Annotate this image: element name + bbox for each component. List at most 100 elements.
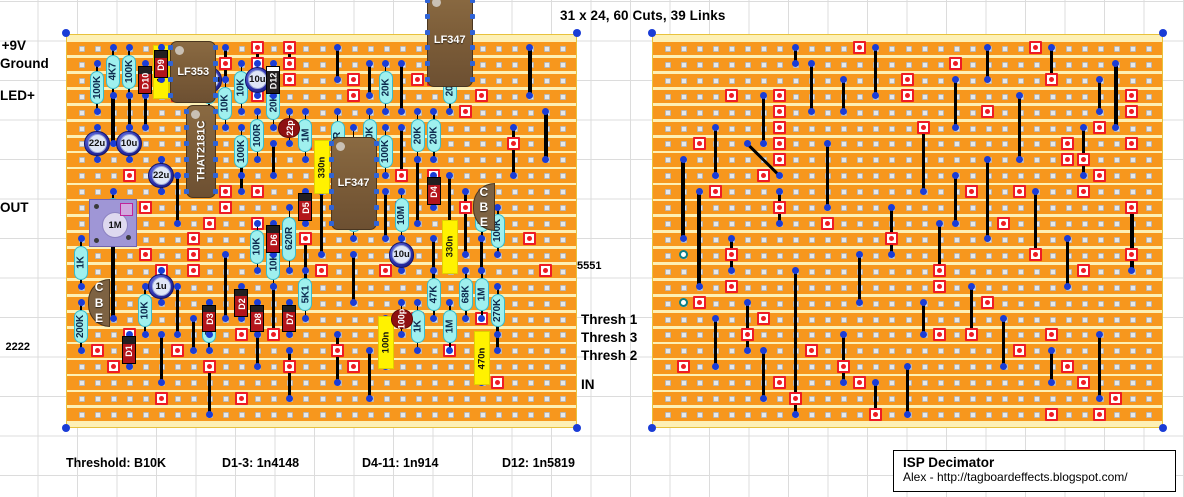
edge-label: Thresh 2	[581, 348, 638, 363]
resistor: 20K	[410, 118, 425, 153]
strip-hole	[479, 157, 486, 164]
cut-marker	[539, 264, 553, 278]
strip-hole	[239, 221, 246, 228]
ic-pin	[373, 172, 379, 178]
board-terminal-node	[62, 29, 70, 37]
strip-hole	[889, 364, 896, 371]
footer-note: D4-11: 1n914	[362, 456, 439, 470]
strip-hole	[825, 109, 832, 116]
strip-hole	[1129, 189, 1136, 196]
strip-hole	[271, 364, 278, 371]
strip-hole	[761, 61, 768, 68]
cut-marker	[475, 89, 489, 103]
strip-hole	[1001, 189, 1008, 196]
strip-hole	[697, 380, 704, 387]
cut-dot	[415, 77, 421, 83]
strip-hole	[351, 109, 358, 116]
strip-hole	[665, 125, 672, 132]
cut-dot	[1081, 379, 1087, 385]
strip-hole	[287, 173, 294, 180]
edge-label: +9V	[1, 38, 26, 53]
cut-marker	[692, 136, 706, 150]
strip-hole	[1049, 173, 1056, 180]
strip-hole	[79, 45, 86, 52]
diode: D4	[426, 177, 441, 206]
strip-hole	[95, 380, 102, 387]
cut-dot	[776, 125, 782, 131]
link-wire	[761, 350, 765, 399]
link-wire	[921, 127, 926, 192]
cut-marker	[1093, 407, 1107, 421]
cut-dot	[1049, 77, 1055, 83]
resistor: 1M	[474, 277, 489, 312]
strip-hole	[969, 141, 976, 148]
cut-dot	[1065, 156, 1071, 162]
strip-hole	[1001, 157, 1008, 164]
solder-node	[253, 60, 261, 68]
transistor-pin-b: B	[479, 200, 489, 215]
cut-marker	[1125, 136, 1139, 150]
strip-hole	[905, 332, 912, 339]
strip-hole	[1065, 221, 1072, 228]
cut-dot	[776, 140, 782, 146]
strip-hole	[1145, 300, 1152, 307]
link-wire	[873, 47, 878, 96]
cut-dot	[1033, 252, 1039, 258]
strip-hole	[1033, 173, 1040, 180]
cut-dot	[905, 93, 910, 99]
link-node	[871, 378, 879, 386]
strip-hole	[527, 396, 534, 403]
film-capacitor: 100n	[377, 315, 394, 370]
strip-hole	[335, 268, 342, 275]
link-node	[1112, 124, 1120, 132]
strip-hole	[1129, 125, 1136, 132]
strip-hole	[969, 77, 976, 84]
link-node	[807, 60, 815, 68]
strip-hole	[1049, 300, 1056, 307]
strip-hole	[351, 332, 358, 339]
strip-hole	[825, 77, 832, 84]
cut-dot	[1129, 140, 1135, 146]
strip-hole	[527, 364, 534, 371]
strip-hole	[159, 221, 166, 228]
strip-hole	[335, 300, 342, 307]
cut-dot	[174, 347, 180, 353]
cut-marker	[965, 327, 979, 341]
trimmer-potentiometer[interactable]: 1M	[89, 199, 138, 247]
strip-hole	[95, 173, 102, 180]
cut-dot	[351, 93, 357, 99]
strip-hole	[191, 205, 198, 212]
strip-hole	[495, 93, 502, 100]
strip-hole	[889, 45, 896, 52]
solder-node	[141, 330, 149, 338]
strip-hole	[665, 109, 672, 116]
strip-hole	[559, 316, 566, 323]
strip-hole	[905, 316, 912, 323]
strip-hole	[495, 268, 502, 275]
strip-hole	[543, 45, 550, 52]
trimpot-knob[interactable]: 1M	[102, 212, 129, 239]
solder-node	[125, 362, 133, 370]
strip-hole	[303, 380, 310, 387]
film-capacitor: 470n	[473, 331, 490, 386]
link-wire	[1002, 318, 1006, 367]
link-wire	[1018, 95, 1022, 160]
strip-hole	[319, 77, 326, 84]
cut-marker	[772, 152, 786, 166]
strip-hole	[399, 380, 406, 387]
ic-pin	[213, 109, 219, 115]
cut-marker	[1013, 184, 1027, 198]
strip-hole	[905, 45, 912, 52]
strip-hole	[841, 189, 848, 196]
strip-hole	[559, 396, 566, 403]
resistor: 1K	[74, 246, 89, 280]
strip-hole	[745, 284, 752, 291]
link-node	[1128, 267, 1136, 275]
strip-hole	[1017, 236, 1024, 243]
strip-hole	[905, 236, 912, 243]
strip-hole	[1001, 173, 1008, 180]
strip-hole	[127, 380, 134, 387]
link-wire	[448, 175, 452, 239]
strip-hole	[777, 284, 784, 291]
link-node	[791, 44, 799, 52]
